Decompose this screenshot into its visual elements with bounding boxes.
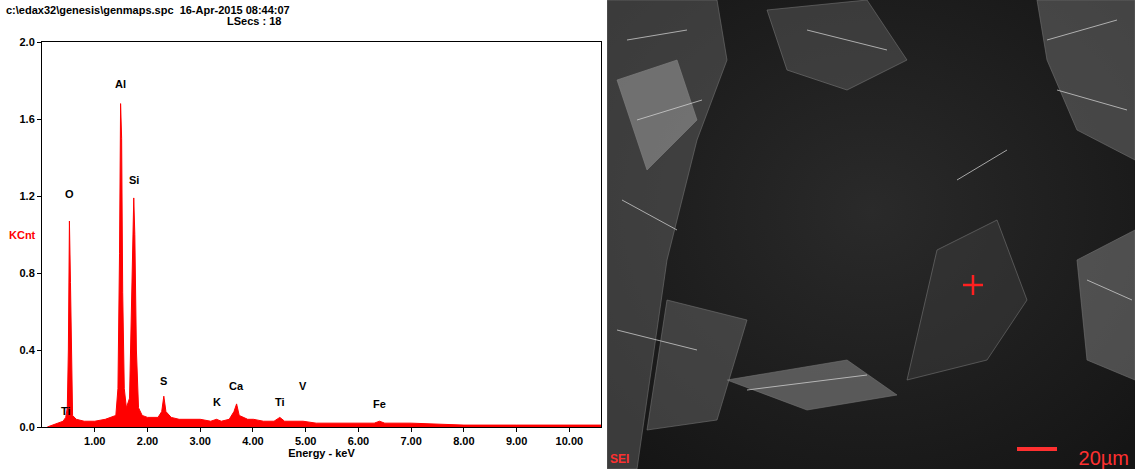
- svg-text:Ti: Ti: [275, 396, 285, 408]
- svg-text:0.4: 0.4: [20, 344, 36, 356]
- svg-text:1.00: 1.00: [84, 435, 105, 447]
- svg-text:V: V: [299, 380, 307, 392]
- svg-text:LSecs : 18: LSecs : 18: [227, 15, 281, 27]
- svg-text:Energy - keV: Energy - keV: [288, 447, 355, 459]
- svg-text:c:\edax32\genesis\genmaps.spc: c:\edax32\genesis\genmaps.spc 16-Apr-201…: [6, 4, 290, 16]
- svg-text:5.00: 5.00: [295, 435, 316, 447]
- svg-text:20µm: 20µm: [1079, 447, 1129, 469]
- svg-text:2.0: 2.0: [20, 36, 35, 48]
- svg-text:Ti: Ti: [61, 405, 71, 417]
- svg-text:Si: Si: [129, 174, 139, 186]
- svg-text:S: S: [160, 375, 167, 387]
- svg-text:0.0: 0.0: [20, 421, 35, 433]
- svg-text:10.00: 10.00: [556, 435, 584, 447]
- svg-text:3.00: 3.00: [189, 435, 210, 447]
- svg-text:K: K: [213, 396, 221, 408]
- svg-text:Ca: Ca: [229, 380, 244, 392]
- svg-text:O: O: [65, 188, 74, 200]
- svg-text:Al: Al: [115, 78, 126, 90]
- svg-text:1.6: 1.6: [20, 113, 35, 125]
- svg-text:2.00: 2.00: [137, 435, 158, 447]
- svg-text:6.00: 6.00: [348, 435, 369, 447]
- svg-text:4.00: 4.00: [242, 435, 263, 447]
- svg-text:SEI: SEI: [610, 452, 629, 466]
- svg-text:9.00: 9.00: [506, 435, 527, 447]
- svg-text:1.2: 1.2: [20, 190, 35, 202]
- svg-text:KCnt: KCnt: [9, 229, 36, 241]
- svg-text:7.00: 7.00: [400, 435, 421, 447]
- svg-text:0.8: 0.8: [20, 267, 35, 279]
- svg-text:Fe: Fe: [373, 398, 386, 410]
- svg-text:8.00: 8.00: [453, 435, 474, 447]
